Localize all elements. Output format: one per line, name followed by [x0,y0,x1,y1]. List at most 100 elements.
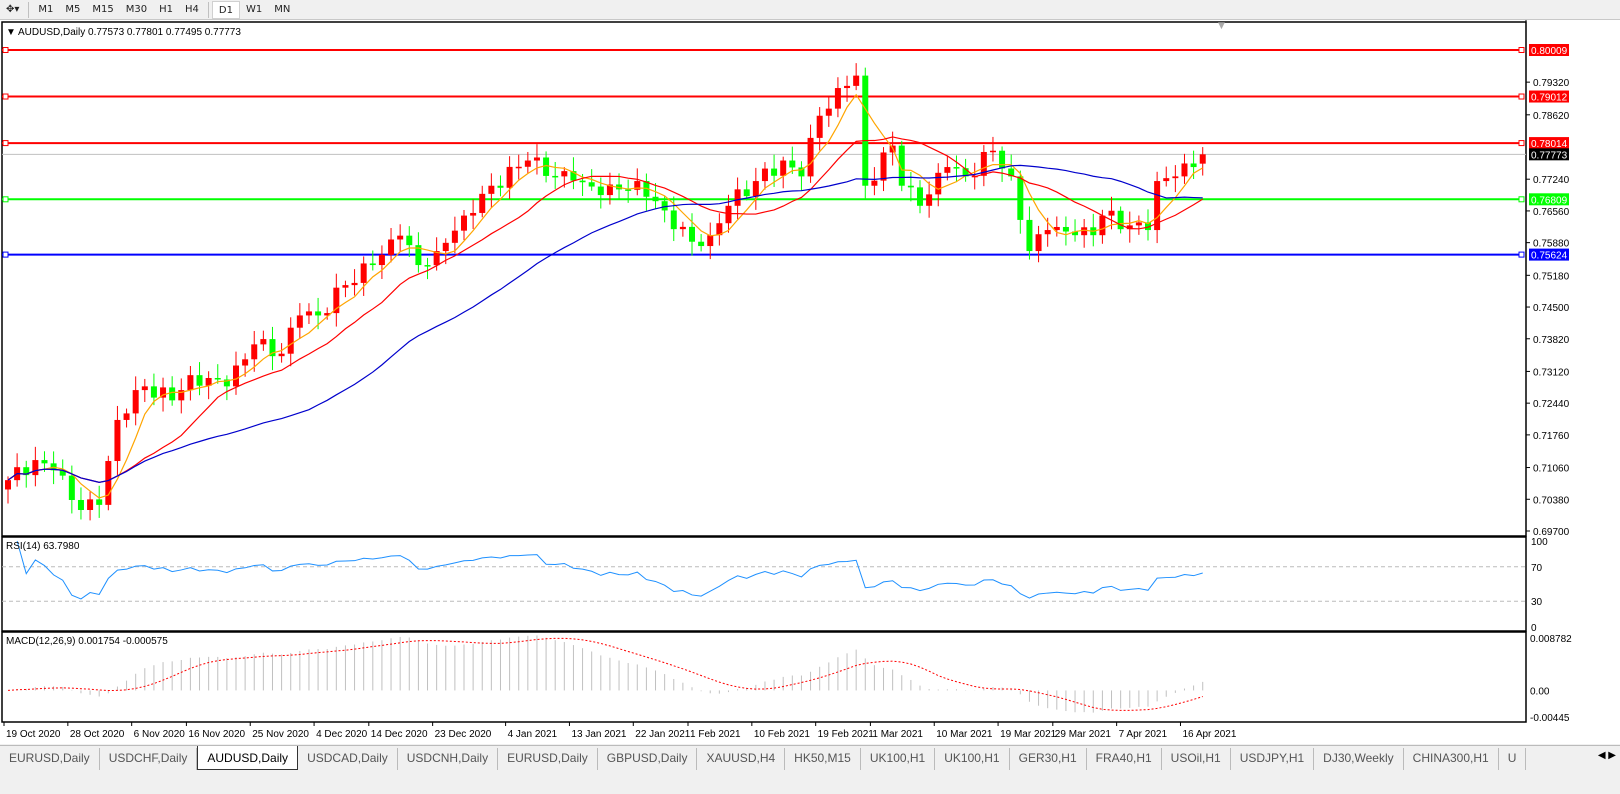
candle-body [169,387,176,401]
chart-tab[interactable]: EURUSD,Daily [0,748,100,770]
candle-body [980,151,987,176]
timeframe-h1[interactable]: H1 [159,3,174,15]
candle-body [233,365,239,387]
candle-body [907,185,914,188]
candle-body [689,226,695,242]
chart-shift-marker-icon: ▼ [1218,21,1225,31]
date-axis-label: 28 Oct 2020 [70,729,125,740]
candle-body [935,172,942,195]
candle-body [461,215,467,231]
chart-tab[interactable]: USOil,H1 [1162,748,1231,770]
price-axis-label: 0.71760 [1533,431,1570,442]
timeframe-h4[interactable]: H4 [185,3,199,15]
crosshair-tool-icon[interactable]: ✥▾ [6,3,20,15]
chart-tab[interactable]: CHINA300,H1 [1404,748,1499,770]
timeframe-w1[interactable]: W1 [245,3,263,15]
candle-body [679,226,686,230]
date-axis-label: 19 Mar 2021 [1000,729,1057,740]
price-axis-label: 0.75180 [1533,271,1570,282]
tab-scroll-arrows-icon[interactable]: ◀ ▶ [1597,750,1616,761]
candle-body [77,499,84,511]
price-axis-label: 0.70380 [1533,495,1570,506]
candle-body [187,375,194,391]
chart-tab[interactable]: AUDUSD,Daily [197,746,299,770]
price-axis-label: 0.72440 [1533,399,1570,410]
macd-axis-label: 0.00 [1530,686,1550,697]
candle-body [214,378,221,380]
chart-tab[interactable]: USDCNH,Daily [398,748,499,770]
candle-body [1181,163,1188,177]
timeframe-m30[interactable]: M30 [125,3,148,15]
candle-body [269,339,276,357]
chart-tab[interactable]: UK100,H1 [861,748,936,770]
chart-canvas[interactable]: 0.80009 0.79012 0.78014 0.76809 0.75624 0.777… [0,20,1620,744]
date-axis-label: 16 Nov 2020 [188,729,245,740]
level-price-tag [1529,193,1569,206]
candle-body [862,75,869,186]
timeframe-m1[interactable]: M1 [38,3,54,15]
timeframe-m5[interactable]: M5 [65,3,81,15]
candle-body [424,265,431,267]
level-price-label: 0.75624 [1531,251,1568,262]
chart-dropdown-icon: ▼ [6,27,16,38]
price-axis-label: 0.79320 [1533,78,1570,89]
candle-body [953,167,960,169]
candle-body [798,167,805,177]
candle-body [844,85,851,89]
candle-body [524,160,531,167]
timeframe-mn[interactable]: MN [274,3,291,15]
candle-body [196,375,203,386]
candle-body [406,235,413,246]
chart-tab[interactable]: FRA40,H1 [1087,748,1162,770]
level-handle [1518,47,1525,53]
candle-body [1026,219,1033,252]
status-area [0,770,1620,794]
chart-window[interactable]: 0.80009 0.79012 0.78014 0.76809 0.75624 0.777… [0,20,1620,744]
candle-body [761,168,768,182]
chart-tab[interactable]: USDCHF,Daily [100,748,198,770]
chart-tab[interactable]: HK50,M15 [785,748,861,770]
candle-body [315,311,322,316]
candle-body [1062,226,1069,232]
candle-body [871,180,878,186]
chart-tab[interactable]: GBPUSD,Daily [598,748,698,770]
timeframe-d1[interactable]: D1 [211,0,240,19]
level-handle [1518,140,1525,147]
chart-tab[interactable]: UK100,H1 [935,748,1010,770]
candle-body [725,205,732,224]
level-handle [2,251,9,258]
price-axis-label: 0.74500 [1533,303,1570,314]
candle-body [588,182,595,187]
chart-tab[interactable]: XAUUSD,H4 [697,748,786,770]
date-axis-label: 10 Mar 2021 [936,729,993,740]
candle-body [105,461,112,505]
candle-body [999,150,1006,169]
candle-body [150,386,157,398]
candle-body [506,166,513,188]
candle-body [543,157,550,176]
timeframe-list: M1 M5 M15 M30 H1 H4 D1 W1 MN [32,0,296,19]
timeframe-m15[interactable]: M15 [92,3,114,15]
candle-body [771,168,778,176]
candle-body [442,242,449,252]
candle-body [670,210,677,230]
candle-body [1199,154,1206,164]
candle-body [397,235,404,240]
candle-body [59,470,66,476]
chart-tab[interactable]: DJ30,Weekly [1314,748,1404,770]
chart-tab[interactable]: USDCAD,Daily [298,748,398,770]
chart-tab[interactable]: EURUSD,Daily [498,748,598,770]
panel-frame [1,631,1527,723]
chart-tab[interactable]: GER30,H1 [1010,748,1087,770]
date-axis-label: 16 Apr 2021 [1182,729,1236,740]
candle-body [1008,168,1015,177]
chart-tab[interactable]: USDJPY,H1 [1231,748,1315,770]
level-price-tag [1529,44,1569,56]
rsi-axis-label: 70 [1531,563,1543,574]
candle-body [1172,176,1179,179]
chart-tab[interactable]: U [1499,748,1527,770]
level-price-label: 0.78014 [1531,139,1568,150]
moving-average-line [7,136,1204,483]
candle-body [96,499,103,505]
candle-body [1053,226,1060,231]
